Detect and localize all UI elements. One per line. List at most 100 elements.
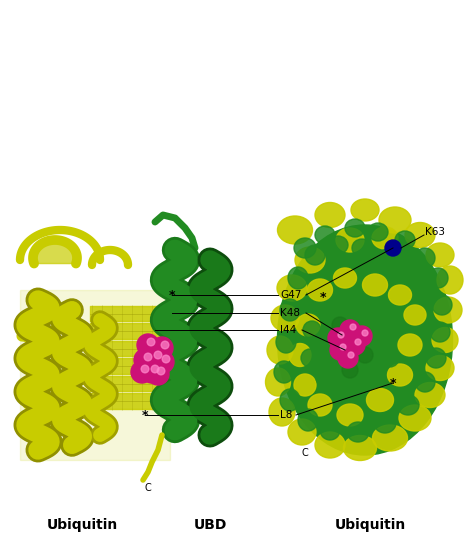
Ellipse shape — [386, 319, 404, 337]
Ellipse shape — [288, 267, 308, 289]
Circle shape — [352, 326, 372, 346]
Circle shape — [362, 330, 368, 336]
Ellipse shape — [332, 317, 348, 333]
Circle shape — [144, 347, 166, 369]
Ellipse shape — [357, 347, 373, 363]
Ellipse shape — [389, 285, 411, 305]
Ellipse shape — [308, 394, 332, 416]
Ellipse shape — [399, 405, 431, 431]
Ellipse shape — [277, 275, 307, 301]
Text: UBD: UBD — [193, 518, 227, 532]
Ellipse shape — [321, 301, 339, 319]
Text: Ubiquitin: Ubiquitin — [334, 518, 406, 532]
Ellipse shape — [334, 268, 356, 288]
Ellipse shape — [415, 382, 445, 408]
Circle shape — [151, 365, 159, 373]
Circle shape — [350, 324, 356, 330]
Circle shape — [144, 353, 152, 361]
Circle shape — [141, 361, 163, 383]
Circle shape — [157, 367, 165, 375]
Polygon shape — [33, 240, 77, 263]
Ellipse shape — [295, 247, 325, 273]
Text: L8: L8 — [280, 410, 292, 420]
Ellipse shape — [415, 248, 435, 268]
Ellipse shape — [434, 297, 462, 323]
Ellipse shape — [346, 296, 364, 314]
Text: I44: I44 — [280, 325, 296, 335]
Ellipse shape — [368, 223, 388, 241]
Text: *: * — [142, 408, 148, 422]
Circle shape — [338, 348, 358, 368]
Ellipse shape — [305, 245, 325, 265]
Circle shape — [348, 352, 354, 358]
Ellipse shape — [328, 236, 348, 254]
Circle shape — [147, 363, 169, 385]
Ellipse shape — [378, 249, 398, 267]
Circle shape — [134, 349, 156, 371]
Circle shape — [330, 340, 350, 360]
Circle shape — [328, 328, 348, 348]
Ellipse shape — [437, 266, 463, 294]
Circle shape — [161, 341, 169, 349]
Ellipse shape — [388, 364, 412, 386]
Ellipse shape — [345, 219, 365, 237]
Text: C: C — [301, 448, 309, 458]
Ellipse shape — [308, 279, 332, 301]
Ellipse shape — [336, 228, 364, 252]
Ellipse shape — [430, 322, 450, 342]
Text: G47: G47 — [280, 290, 301, 300]
Circle shape — [152, 351, 174, 373]
Ellipse shape — [432, 327, 458, 353]
Ellipse shape — [338, 379, 358, 397]
Ellipse shape — [347, 422, 369, 442]
Ellipse shape — [432, 295, 452, 315]
Ellipse shape — [294, 374, 316, 396]
Circle shape — [147, 338, 155, 346]
Ellipse shape — [381, 349, 399, 367]
Ellipse shape — [294, 238, 316, 258]
Circle shape — [162, 355, 170, 363]
Ellipse shape — [397, 395, 419, 415]
Ellipse shape — [395, 231, 415, 249]
Ellipse shape — [360, 369, 380, 387]
Ellipse shape — [426, 355, 454, 381]
Ellipse shape — [315, 432, 345, 458]
Ellipse shape — [316, 369, 334, 387]
Ellipse shape — [352, 327, 368, 343]
Circle shape — [141, 365, 149, 373]
Ellipse shape — [280, 299, 300, 321]
Ellipse shape — [351, 199, 379, 221]
Ellipse shape — [428, 268, 448, 288]
Ellipse shape — [277, 216, 312, 244]
Ellipse shape — [342, 362, 358, 378]
Ellipse shape — [398, 334, 422, 356]
Circle shape — [151, 337, 173, 359]
Circle shape — [154, 351, 162, 359]
Ellipse shape — [321, 311, 339, 329]
Text: *: * — [169, 289, 175, 301]
Text: K48: K48 — [280, 308, 300, 318]
Ellipse shape — [277, 225, 453, 455]
Circle shape — [385, 240, 401, 256]
Text: *: * — [320, 291, 326, 305]
Ellipse shape — [405, 223, 435, 247]
Text: Ubiquitin: Ubiquitin — [46, 518, 118, 532]
Ellipse shape — [426, 348, 446, 368]
Ellipse shape — [363, 274, 388, 296]
Ellipse shape — [426, 243, 454, 267]
Ellipse shape — [352, 239, 372, 257]
Ellipse shape — [372, 227, 398, 249]
Circle shape — [340, 344, 346, 350]
Circle shape — [338, 332, 344, 338]
Ellipse shape — [337, 342, 353, 358]
Ellipse shape — [366, 306, 384, 324]
Ellipse shape — [271, 305, 299, 331]
Ellipse shape — [379, 207, 411, 233]
Ellipse shape — [280, 389, 300, 411]
Circle shape — [131, 361, 153, 383]
Polygon shape — [20, 290, 170, 460]
Ellipse shape — [301, 349, 319, 367]
Circle shape — [137, 334, 159, 356]
Circle shape — [340, 320, 360, 340]
Text: C: C — [145, 483, 151, 493]
